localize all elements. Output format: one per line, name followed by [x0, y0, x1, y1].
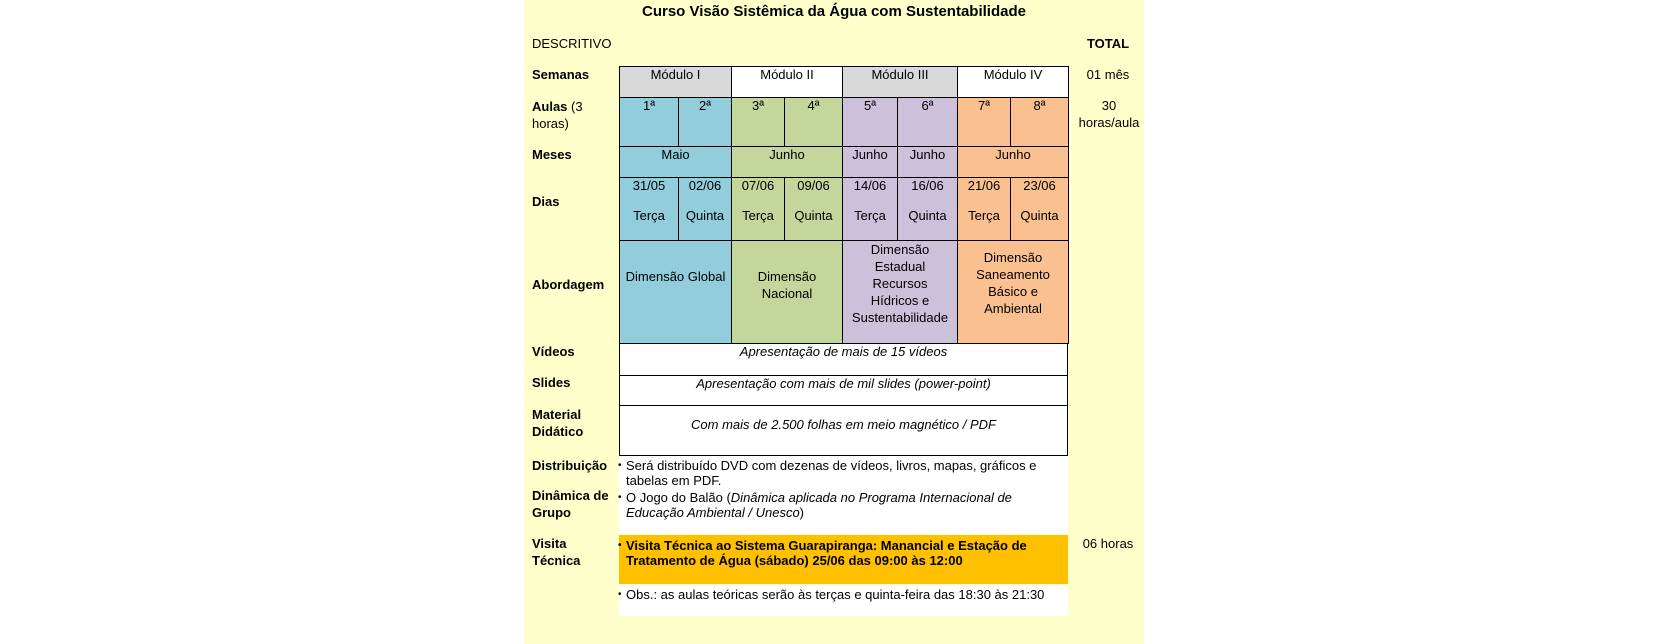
- label-dias: Dias: [532, 194, 560, 209]
- dia-weekday: Quinta: [794, 208, 833, 223]
- aula-cell: 7ª: [957, 97, 1011, 148]
- distribuicao-text: Será distribuído DVD com dezenas de víde…: [618, 458, 1066, 488]
- dinamica-main: O Jogo do Balão (: [626, 490, 731, 505]
- dia-date: 31/05: [632, 178, 666, 193]
- label-dinamica: Dinâmica de Grupo: [532, 488, 609, 520]
- label-abordagem: Abordagem: [532, 277, 605, 292]
- page-title: Curso Visão Sistêmica da Água com Susten…: [641, 3, 1026, 20]
- dia-weekday: Quinta: [685, 208, 725, 223]
- dia-date: 07/06: [741, 178, 775, 193]
- dia-weekday: Terça: [633, 208, 665, 223]
- dinamica-close: ): [799, 505, 805, 520]
- dia-weekday: Terça: [968, 208, 1000, 223]
- dia-weekday: Quinta: [1020, 208, 1059, 223]
- total-aulas: 30 horas/aula: [1078, 98, 1140, 130]
- abordagem-cell: Dimensão Estadual Recursos Hídricos e Su…: [842, 240, 958, 344]
- module-header: Módulo II: [731, 66, 843, 98]
- aula-cell: 5ª: [842, 97, 898, 148]
- abordagem-cell: Dimensão Global: [619, 240, 732, 344]
- dia-date: 16/06: [911, 178, 944, 193]
- label-meses: Meses: [532, 147, 572, 162]
- abordagem-text: Dimensão Global: [625, 269, 726, 284]
- abordagem-cell: Dimensão Nacional: [731, 240, 843, 344]
- aula-cell: 6ª: [897, 97, 958, 148]
- abordagem-text: Dimensão Nacional: [757, 269, 817, 301]
- label-semanas: Semanas: [532, 67, 590, 82]
- aula-cell: 3ª: [731, 97, 785, 148]
- dia-date: 23/06: [1023, 178, 1056, 193]
- aula-cell: 1ª: [619, 97, 679, 148]
- total-semanas: 01 mês: [1086, 67, 1130, 82]
- dia-cell: 21/06 Terça: [957, 177, 1011, 241]
- label-slides: Slides: [532, 375, 571, 390]
- slides-cell: Apresentação com mais de mil slides (pow…: [619, 375, 1068, 406]
- total-visita: 06 horas: [1082, 536, 1134, 551]
- aula-cell: 8ª: [1010, 97, 1069, 148]
- label-distribuicao: Distribuição: [532, 458, 608, 473]
- mes-cell: Junho: [731, 146, 843, 178]
- total-header: TOTAL: [1086, 36, 1130, 51]
- dinamica-italic: Dinâmica aplicada no Programa Internacio…: [626, 490, 1012, 520]
- dia-cell: 02/06 Quinta: [678, 177, 732, 241]
- module-header: Módulo I: [619, 66, 732, 98]
- abordagem-cell: Dimensão Saneamento Básico e Ambiental: [957, 240, 1069, 344]
- dia-weekday: Terça: [742, 208, 774, 223]
- label-visita: Visita Técnica: [532, 536, 581, 568]
- aulas-text: Aulas: [532, 99, 568, 114]
- label-videos: Vídeos: [532, 344, 575, 359]
- dia-date: 02/06: [688, 178, 722, 193]
- mes-cell: Junho: [957, 146, 1069, 178]
- descritivo-header: DESCRITIVO: [532, 36, 612, 51]
- abordagem-text: Dimensão Estadual Recursos Hídricos e Su…: [851, 242, 949, 325]
- aula-cell: 2ª: [678, 97, 732, 148]
- dia-date: 21/06: [967, 178, 1001, 193]
- dia-date: 09/06: [797, 178, 830, 193]
- label-aulas: Aulas (3 horas): [532, 98, 612, 132]
- material-cell: Com mais de 2.500 folhas em meio magnéti…: [619, 405, 1068, 456]
- dia-cell: 31/05 Terça: [619, 177, 679, 241]
- dia-cell: 07/06 Terça: [731, 177, 785, 241]
- mes-cell: Junho: [897, 146, 958, 178]
- dia-weekday: Quinta: [908, 208, 947, 223]
- videos-cell: Apresentação de mais de 15 vídeos: [619, 343, 1068, 376]
- dinamica-text: O Jogo do Balão (Dinâmica aplicada no Pr…: [618, 490, 1066, 520]
- dia-cell: 16/06 Quinta: [897, 177, 958, 241]
- mes-cell: Maio: [619, 146, 732, 178]
- obs-text: Obs.: as aulas teóricas serão às terças …: [618, 587, 1066, 602]
- module-header: Módulo III: [842, 66, 958, 98]
- mes-cell: Junho: [842, 146, 898, 178]
- dia-cell: 09/06 Quinta: [784, 177, 843, 241]
- module-header: Módulo IV: [957, 66, 1069, 98]
- label-material: Material Didático: [532, 407, 584, 439]
- dia-cell: 23/06 Quinta: [1010, 177, 1069, 241]
- dia-weekday: Terça: [854, 208, 886, 223]
- aulas-note: (3 horas): [532, 99, 583, 131]
- dia-date: 14/06: [853, 178, 887, 193]
- visita-text: Visita Técnica ao Sistema Guarapiranga: …: [618, 538, 1066, 568]
- dia-cell: 14/06 Terça: [842, 177, 898, 241]
- abordagem-text: Dimensão Saneamento Básico e Ambiental: [976, 250, 1050, 316]
- aula-cell: 4ª: [784, 97, 843, 148]
